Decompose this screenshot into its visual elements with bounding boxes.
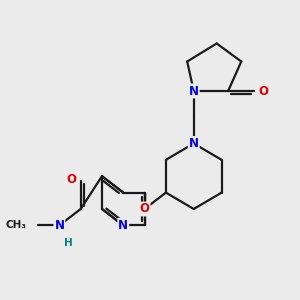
Text: N: N: [189, 137, 199, 150]
Text: O: O: [140, 202, 150, 215]
Text: CH₃: CH₃: [6, 220, 27, 230]
Text: N: N: [54, 219, 64, 232]
Text: O: O: [259, 85, 269, 98]
Text: N: N: [189, 85, 199, 98]
Text: O: O: [67, 173, 76, 186]
Text: N: N: [118, 219, 128, 232]
Text: H: H: [64, 238, 73, 248]
